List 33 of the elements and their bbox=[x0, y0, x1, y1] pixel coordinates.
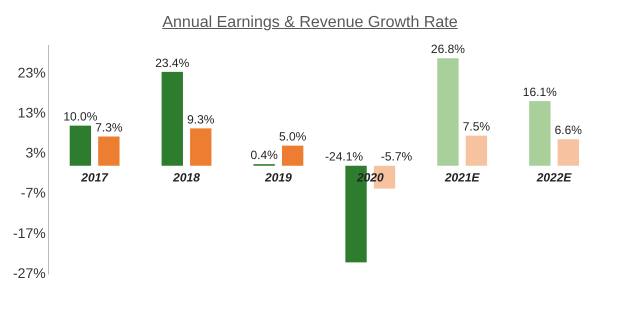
data-label: 23.4% bbox=[155, 56, 190, 70]
x-tick-label: 2019 bbox=[264, 170, 292, 185]
y-tick-label: 3% bbox=[25, 144, 46, 161]
data-label: 7.5% bbox=[462, 120, 490, 134]
x-tick-label: 2017 bbox=[80, 170, 110, 185]
x-tick-label: 2022E bbox=[536, 170, 572, 185]
bar bbox=[70, 126, 92, 166]
y-tick-label: -7% bbox=[20, 184, 46, 201]
data-label: 6.6% bbox=[554, 123, 582, 138]
data-label: -5.7% bbox=[380, 150, 413, 164]
bar bbox=[190, 128, 212, 166]
data-label: 16.1% bbox=[522, 85, 558, 100]
data-label: 0.4% bbox=[250, 148, 278, 162]
bar bbox=[558, 139, 579, 166]
x-tick-label: 2021E bbox=[444, 170, 481, 185]
x-tick-label: 2018 bbox=[172, 170, 200, 185]
bar bbox=[282, 146, 304, 166]
bar bbox=[437, 58, 459, 166]
y-tick-label: -27% bbox=[12, 264, 46, 281]
bar bbox=[98, 136, 120, 166]
data-label: 5.0% bbox=[278, 130, 307, 144]
chart-title: Annual Earnings & Revenue Growth Rate bbox=[161, 14, 459, 32]
data-label: 7.3% bbox=[95, 120, 123, 134]
data-label: 10.0% bbox=[63, 110, 98, 124]
data-label: 26.8% bbox=[430, 42, 466, 56]
y-tick-label: 13% bbox=[18, 104, 46, 120]
y-tick-label: -17% bbox=[12, 224, 46, 241]
bar bbox=[466, 136, 488, 166]
y-tick-label: 23% bbox=[18, 64, 46, 80]
bar bbox=[529, 101, 550, 166]
bar bbox=[162, 72, 183, 166]
data-label: -24.1% bbox=[325, 150, 364, 164]
data-label: 9.3% bbox=[187, 112, 215, 126]
